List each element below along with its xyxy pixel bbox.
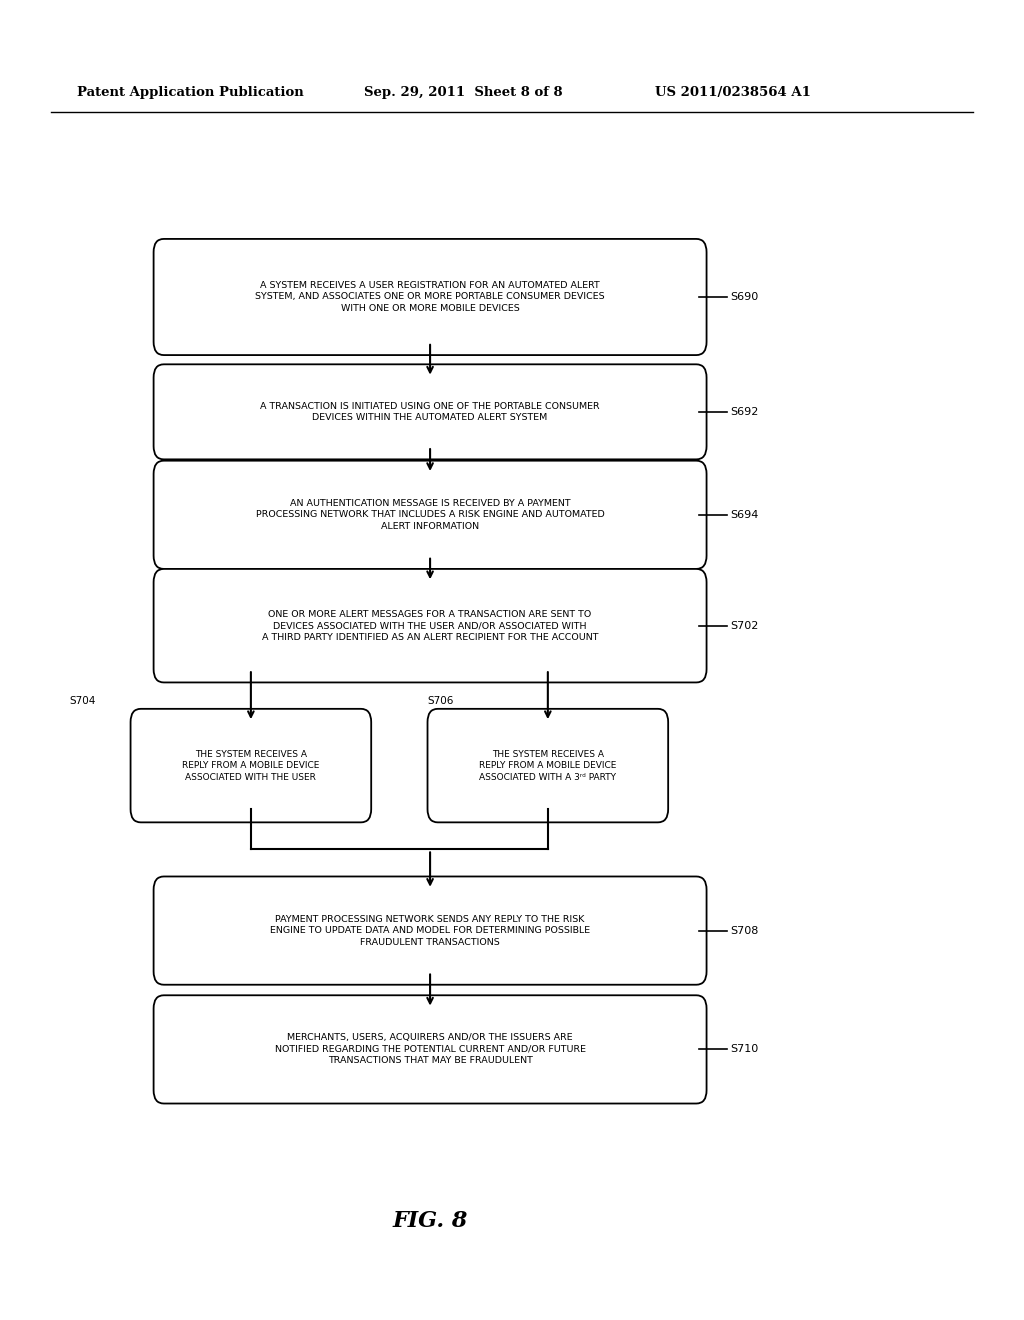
FancyBboxPatch shape [154, 995, 707, 1104]
Text: S710: S710 [730, 1044, 759, 1055]
Text: THE SYSTEM RECEIVES A
REPLY FROM A MOBILE DEVICE
ASSOCIATED WITH THE USER: THE SYSTEM RECEIVES A REPLY FROM A MOBIL… [182, 750, 319, 781]
Text: AN AUTHENTICATION MESSAGE IS RECEIVED BY A PAYMENT
PROCESSING NETWORK THAT INCLU: AN AUTHENTICATION MESSAGE IS RECEIVED BY… [256, 499, 604, 531]
FancyBboxPatch shape [154, 239, 707, 355]
Text: S694: S694 [730, 510, 759, 520]
FancyBboxPatch shape [154, 364, 707, 459]
Text: THE SYSTEM RECEIVES A
REPLY FROM A MOBILE DEVICE
ASSOCIATED WITH A 3ʳᵈ PARTY: THE SYSTEM RECEIVES A REPLY FROM A MOBIL… [479, 750, 616, 781]
Text: S704: S704 [70, 696, 95, 706]
Text: FIG. 8: FIG. 8 [392, 1210, 468, 1232]
FancyBboxPatch shape [131, 709, 371, 822]
FancyBboxPatch shape [154, 876, 707, 985]
Text: MERCHANTS, USERS, ACQUIRERS AND/OR THE ISSUERS ARE
NOTIFIED REGARDING THE POTENT: MERCHANTS, USERS, ACQUIRERS AND/OR THE I… [274, 1034, 586, 1065]
Text: Sep. 29, 2011  Sheet 8 of 8: Sep. 29, 2011 Sheet 8 of 8 [364, 86, 562, 99]
Text: A TRANSACTION IS INITIATED USING ONE OF THE PORTABLE CONSUMER
DEVICES WITHIN THE: A TRANSACTION IS INITIATED USING ONE OF … [260, 401, 600, 422]
Text: ONE OR MORE ALERT MESSAGES FOR A TRANSACTION ARE SENT TO
DEVICES ASSOCIATED WITH: ONE OR MORE ALERT MESSAGES FOR A TRANSAC… [262, 610, 598, 642]
FancyBboxPatch shape [428, 709, 669, 822]
Text: S692: S692 [730, 407, 759, 417]
Text: A SYSTEM RECEIVES A USER REGISTRATION FOR AN AUTOMATED ALERT
SYSTEM, AND ASSOCIA: A SYSTEM RECEIVES A USER REGISTRATION FO… [255, 281, 605, 313]
FancyBboxPatch shape [154, 461, 707, 569]
Text: US 2011/0238564 A1: US 2011/0238564 A1 [655, 86, 811, 99]
Text: PAYMENT PROCESSING NETWORK SENDS ANY REPLY TO THE RISK
ENGINE TO UPDATE DATA AND: PAYMENT PROCESSING NETWORK SENDS ANY REP… [270, 915, 590, 946]
Text: S706: S706 [428, 696, 454, 706]
Text: S690: S690 [730, 292, 759, 302]
Text: Patent Application Publication: Patent Application Publication [77, 86, 303, 99]
Text: S702: S702 [730, 620, 759, 631]
FancyBboxPatch shape [154, 569, 707, 682]
Text: S708: S708 [730, 925, 759, 936]
